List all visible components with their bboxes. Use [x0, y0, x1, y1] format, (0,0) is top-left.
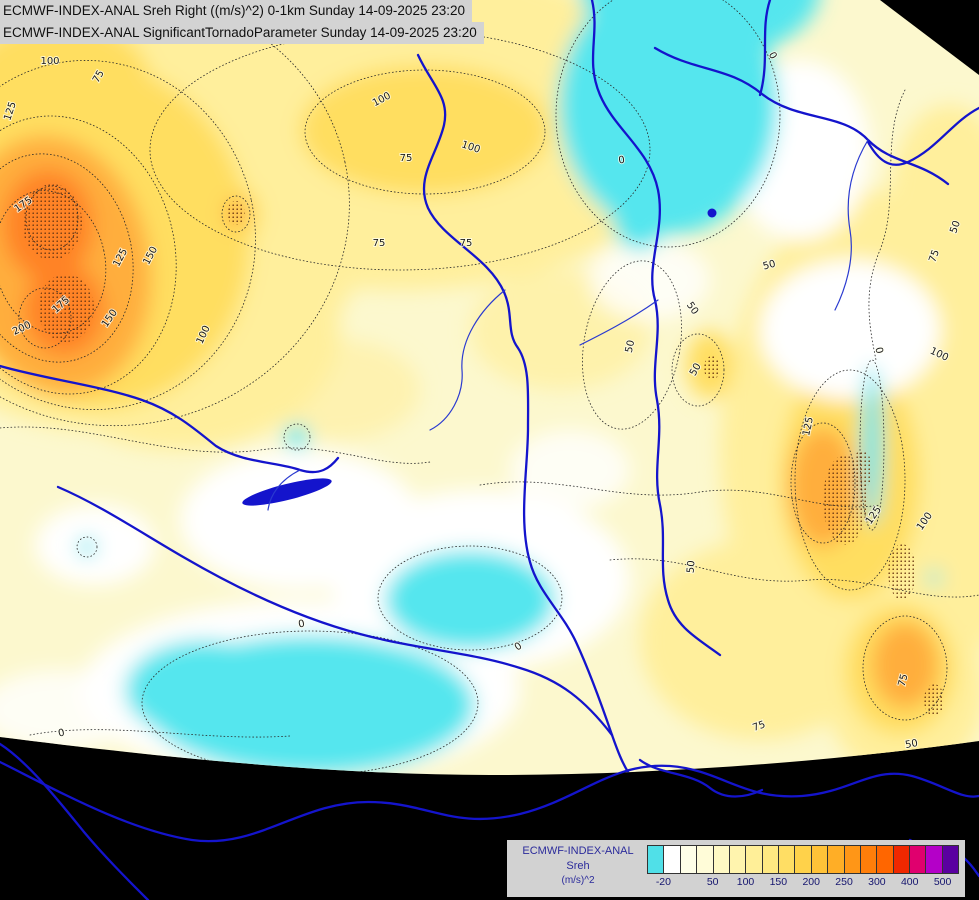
legend-parameter: Sreh: [566, 860, 590, 872]
legend-colorbar: [647, 845, 959, 874]
contour-label: 125: [801, 416, 816, 437]
header-line-2: ECMWF-INDEX-ANAL SignificantTornadoParam…: [0, 22, 484, 44]
legend-swatch: [844, 846, 861, 873]
contour-label: 75: [460, 238, 473, 249]
legend-tick-label: 50: [706, 876, 719, 888]
tributary-3: [834, 139, 869, 311]
contour-label: 50: [685, 560, 697, 574]
legend-tick-label: 400: [900, 876, 919, 888]
legend-product: ECMWF-INDEX-ANAL: [522, 845, 634, 857]
legend-tick-label: -20: [655, 876, 671, 888]
contour-label: 50: [904, 738, 918, 751]
legend-swatch: [729, 846, 747, 873]
border-south-2: [638, 758, 764, 798]
contour-label: 75: [897, 673, 911, 688]
legend-swatch: [910, 846, 927, 873]
legend-tick-label: 300: [868, 876, 886, 888]
header-line-1: ECMWF-INDEX-ANAL Sreh Right ((m/s)^2) 0-…: [0, 0, 472, 22]
tributary-4: [267, 469, 301, 511]
river-raba: [0, 364, 340, 474]
small-lake: [707, 208, 717, 218]
contour-label: 75: [927, 248, 942, 264]
contour-label: 0: [57, 728, 66, 740]
legend-swatch: [762, 846, 779, 873]
legend-swatch: [648, 846, 665, 873]
lake-balaton: [242, 478, 332, 506]
rivers-layer: [0, 0, 979, 774]
river-drava: [56, 485, 614, 737]
legend-swatch: [811, 846, 829, 873]
river-danube: [416, 53, 630, 774]
river-tisza: [590, 0, 722, 657]
border-southwest: [0, 742, 150, 900]
legend-swatch: [828, 846, 845, 873]
legend-tick-label: 150: [769, 876, 788, 888]
legend-swatch: [942, 846, 959, 873]
legend-swatch: [926, 846, 943, 873]
legend-units: (m/s)^2: [561, 875, 595, 886]
legend-box: ECMWF-INDEX-ANAL Sreh (m/s)^2 -20 50 100 15…: [507, 840, 965, 897]
legend-swatch: [860, 846, 878, 873]
legend-tick-label: 100: [736, 876, 755, 888]
contour-label: 50: [624, 339, 637, 354]
legend-title-block: ECMWF-INDEX-ANAL Sreh (m/s)^2: [511, 844, 645, 888]
contour-label: 75: [373, 238, 386, 249]
legend-swatch: [877, 846, 894, 873]
legend-swatch: [795, 846, 812, 873]
tributary-1: [429, 289, 506, 431]
legend-swatch: [680, 846, 698, 873]
legend-swatch: [664, 846, 681, 873]
border-south: [0, 760, 979, 843]
contour-label: 50: [948, 219, 963, 235]
legend-tick-label: 250: [835, 876, 853, 888]
shaded-field: [0, 0, 979, 775]
legend-swatch: [746, 846, 763, 873]
contour-lines: [0, 0, 979, 775]
legend-swatch: [893, 846, 910, 873]
legend-tick-label: 200: [802, 876, 820, 888]
river-upper-right-3: [758, 0, 772, 97]
legend-swatch: [713, 846, 730, 873]
legend-tick-label: 500: [933, 876, 952, 888]
contour-label: 75: [400, 153, 413, 164]
river-upper-right: [653, 46, 950, 186]
legend-swatch: [779, 846, 796, 873]
legend-swatch: [697, 846, 714, 873]
contour-label: 0: [872, 346, 884, 355]
contour-label: 75: [751, 719, 767, 734]
contour-label: 50: [762, 259, 777, 273]
river-upper-right-2: [866, 106, 979, 166]
contour-label: 100: [40, 56, 59, 67]
contour-label: 0: [618, 155, 626, 167]
tributary-2: [579, 299, 659, 346]
contour-label: 0: [297, 619, 305, 631]
stipple-regions: [22, 184, 944, 716]
legend-tick-row: -20 50 100 150 200 250 300 400 500: [647, 876, 959, 892]
